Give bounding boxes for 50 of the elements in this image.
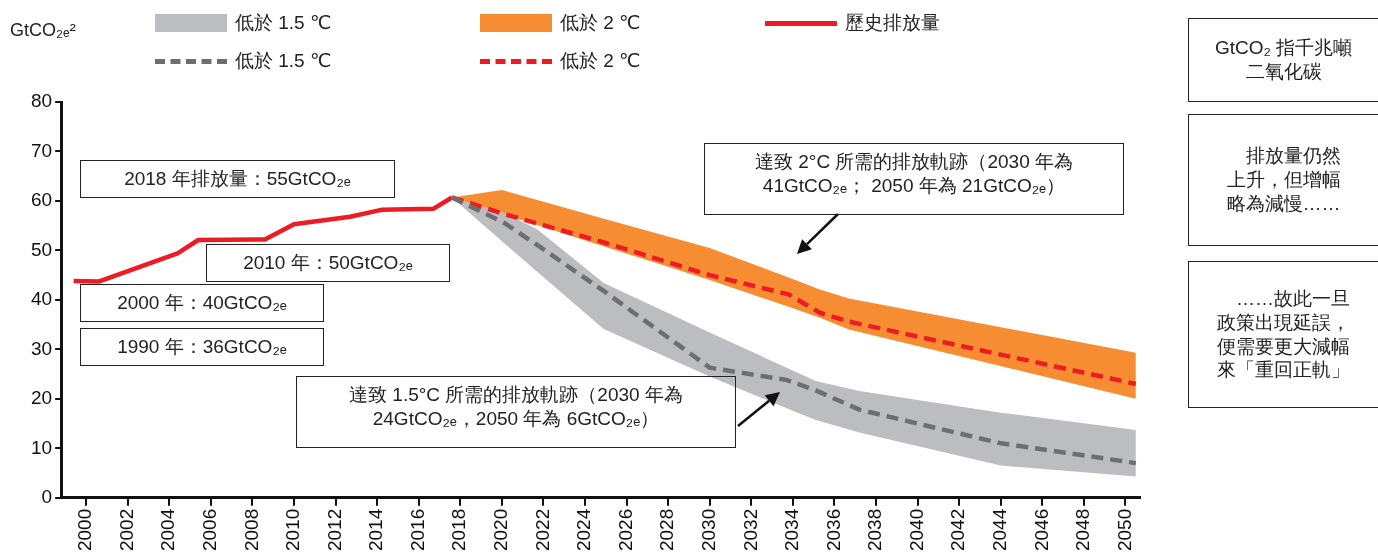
x-tick-label: 2022	[531, 508, 553, 552]
x-tick-label: 2016	[406, 508, 428, 552]
x-tick-label: 2038	[864, 508, 886, 552]
x-tick-label: 2036	[822, 508, 844, 552]
x-tick-label: 2050	[1113, 508, 1135, 552]
annotation: 2010 年：50GtCO₂ₑ	[242, 251, 414, 275]
x-tick-label: 2028	[656, 508, 678, 552]
y-tick-label: 40	[30, 288, 53, 310]
text: ……故此一旦政策出現延誤，便需要更大減幅來「重回正軌」	[1216, 287, 1351, 382]
x-tick-label: 2024	[573, 508, 595, 552]
x-tick-label: 2042	[947, 508, 969, 552]
x-tick-label: 2004	[157, 508, 179, 552]
annotation: 1990 年：36GtCO₂ₑ	[116, 335, 288, 359]
x-tick-label: 2012	[323, 508, 345, 552]
y-tick-label: 10	[30, 436, 53, 458]
annotation: 2018 年排放量：55GtCO₂ₑ	[123, 167, 352, 191]
legend-label: 低於 2 ℃	[560, 49, 641, 73]
x-tick-label: 2006	[199, 508, 221, 552]
x-tick-label: 2046	[1030, 508, 1052, 552]
y-tick-label: 70	[30, 139, 53, 161]
x-tick-label: 2000	[74, 508, 96, 552]
x-tick-label: 2034	[781, 508, 803, 552]
x-tick-label: 2008	[240, 508, 262, 552]
x-tick-label: 2032	[739, 508, 761, 552]
legend-label: 低於 1.5 ℃	[235, 49, 332, 73]
y-tick-label: 0	[41, 485, 53, 507]
x-tick-label: 2020	[490, 508, 512, 552]
text: 低於 1.5 ℃	[235, 12, 332, 33]
x-tick-label: 2026	[614, 508, 636, 552]
x-tick-label: 2002	[115, 508, 137, 552]
text: 低於 2 ℃	[560, 12, 641, 33]
x-tick-label: 2030	[697, 508, 719, 552]
y-tick-label: 60	[30, 189, 53, 211]
x-tick-label: 2044	[988, 508, 1010, 552]
legend-label: 歷史排放量	[845, 11, 940, 35]
annotation: 達致 1.5°C 所需的排放軌跡（2030 年為 24GtCO₂ₑ，2050 年為 6GtCO₂ₑ）	[348, 383, 684, 431]
x-tick-label: 2010	[282, 508, 304, 552]
x-tick-label: 2018	[448, 508, 470, 552]
text: GtCO₂ 指千兆噸二氧化碳	[1213, 36, 1354, 84]
y-tick-label: 50	[30, 238, 53, 260]
x-tick-label: 2040	[905, 508, 927, 552]
y-tick-label: 20	[30, 387, 53, 409]
y-axis-title: GtCO₂ₑ²	[10, 20, 76, 41]
x-tick-label: 2048	[1072, 508, 1094, 552]
y-tick-label: 80	[30, 90, 53, 112]
y-tick-label: 30	[30, 337, 53, 359]
text: 排放量仍然上升，但增幅略為減慢……	[1225, 144, 1342, 216]
annotation: 2000 年：40GtCO₂ₑ	[116, 291, 288, 315]
annotation: 達致 2°C 所需的排放軌跡（2030 年為 41GtCO₂ₑ； 2050 年為 21GtCO₂ₑ）	[754, 150, 1074, 198]
x-tick-label: 2014	[365, 508, 387, 552]
